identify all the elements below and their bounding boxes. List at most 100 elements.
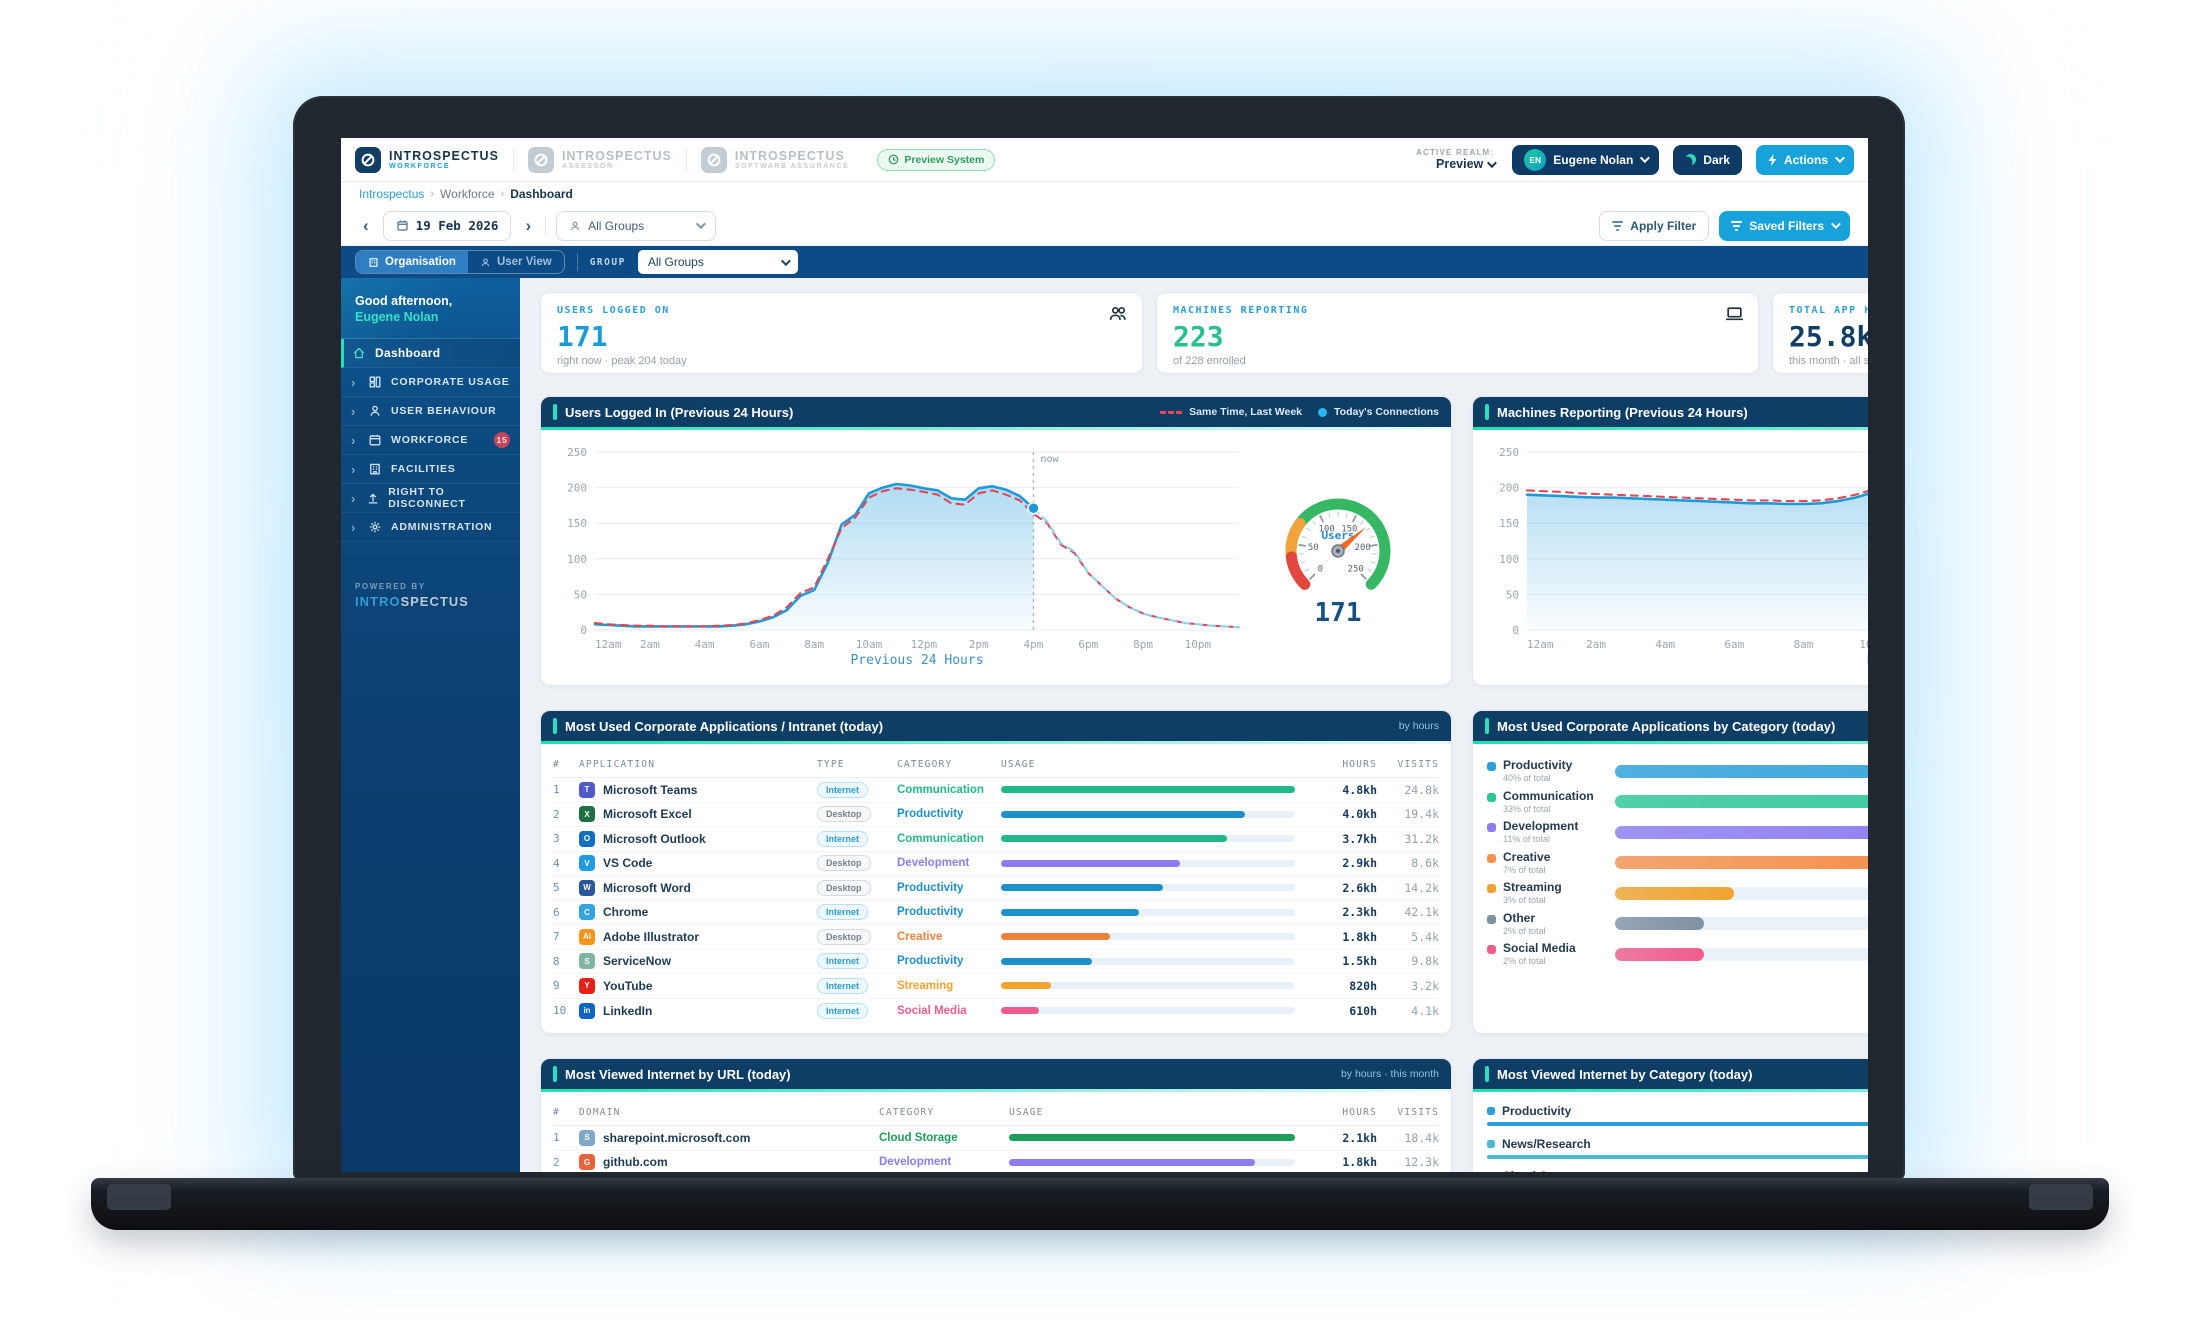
- svg-text:8am: 8am: [804, 638, 824, 651]
- name-label: Adobe Illustrator: [603, 929, 700, 944]
- category-label: Productivity: [897, 881, 964, 894]
- table-row[interactable]: 6 C Chrome Internet Productivity 2.3kh 42.1k: [553, 901, 1439, 925]
- sidebar-item-user-behaviour[interactable]: › USER BEHAVIOUR: [341, 397, 520, 426]
- stat-card-users-logged-on: USERS LOGGED ON 171 right now · peak 204 t…: [540, 292, 1143, 374]
- chevron-down-icon: [780, 255, 791, 266]
- sidebar-item-right-to-disconnect[interactable]: › RIGHT TO DISCONNECT: [341, 484, 520, 513]
- app-name-cell: O Microsoft Outlook: [579, 830, 817, 847]
- user-menu-button[interactable]: EN Eugene Nolan: [1512, 144, 1660, 175]
- date-prev-button[interactable]: ‹: [363, 215, 369, 235]
- logo-workforce[interactable]: INTROSPECTUS WORKFORCE: [355, 146, 514, 173]
- category-label-block: Social Media 2% of total: [1487, 942, 1615, 966]
- people-icon: [571, 221, 580, 230]
- dark-mode-toggle[interactable]: Dark: [1673, 144, 1742, 175]
- row-rank: 2: [553, 1155, 560, 1169]
- main-content: USERS LOGGED ON 171 right now · peak 204 t…: [520, 278, 1868, 1172]
- category-dot: [1487, 792, 1496, 802]
- stat-subtext: of 228 enrolled: [1173, 355, 1246, 367]
- hours-value: 1.8kh: [1342, 929, 1377, 944]
- category-bar: [1615, 825, 1868, 839]
- svg-text:2pm: 2pm: [969, 638, 989, 651]
- category-bar: [1615, 947, 1868, 961]
- table-row[interactable]: 3 O Microsoft Outlook Internet Communication…: [553, 827, 1439, 852]
- column-header: USAGE: [1001, 759, 1036, 770]
- category-row[interactable]: News/Research: [1487, 1137, 1868, 1159]
- table-row[interactable]: 2 X Microsoft Excel Desktop Productivity 4.0k…: [553, 803, 1439, 827]
- sidebar-item-label: ADMINISTRATION: [391, 521, 493, 533]
- category-row[interactable]: Other 2% of total: [1487, 909, 1868, 940]
- category-bar: [1615, 917, 1868, 931]
- category-row[interactable]: Productivity: [1487, 1104, 1868, 1126]
- apply-filter-button[interactable]: Apply Filter: [1599, 210, 1710, 241]
- saved-filters-button[interactable]: Saved Filters: [1719, 210, 1850, 241]
- name-label: Microsoft Teams: [603, 782, 698, 797]
- category-row[interactable]: Development 11% of total: [1487, 817, 1868, 848]
- category-row[interactable]: Creative 7% of total: [1487, 848, 1868, 879]
- apps-table: # APPLICATION TYPE CATEGORY USAGE HOURS VISITS…: [541, 744, 1451, 1033]
- logo-software-assurance[interactable]: INTROSPECTUS SOFTWARE ASSURANCE: [700, 146, 864, 173]
- category-row[interactable]: Productivity 40% of total: [1487, 756, 1868, 787]
- table-row[interactable]: 8 S ServiceNow Internet Productivity 1.5kh 9.8…: [553, 950, 1439, 974]
- svg-text:250: 250: [1499, 446, 1519, 459]
- breadcrumb-workforce[interactable]: Workforce: [440, 187, 495, 201]
- sidebar-item-label: USER BEHAVIOUR: [391, 405, 497, 417]
- category-row[interactable]: Social Media 2% of total: [1487, 939, 1868, 970]
- svg-text:250: 250: [567, 446, 587, 459]
- category-bar-fill: [1615, 856, 1868, 870]
- sidebar-item-corporate-usage[interactable]: › CORPORATE USAGE: [341, 368, 520, 397]
- table-header: # APPLICATION TYPE CATEGORY USAGE HOURS VISITS: [553, 752, 1439, 778]
- stat-label: TOTAL APP HOURS: [1789, 305, 1868, 316]
- actions-button[interactable]: Actions: [1755, 144, 1854, 175]
- name-label: sharepoint.microsoft.com: [603, 1130, 751, 1145]
- chevron-right-icon: ›: [351, 374, 357, 390]
- category-dot: [1487, 914, 1496, 924]
- view-toggle-bar: Organisation User View GROUP All Groups: [341, 246, 1868, 278]
- table-row[interactable]: 9 Y YouTube Internet Streaming 820h 3.2k: [553, 974, 1439, 999]
- panel-header: Most Viewed Internet by URL (today) by h…: [541, 1059, 1451, 1089]
- table-row[interactable]: 7 Ai Adobe Illustrator Desktop Creative 1.8kh…: [553, 925, 1439, 950]
- table-row[interactable]: 4 V VS Code Desktop Development 2.9kh 8.6k: [553, 852, 1439, 876]
- category-name: Cloud Storage: [1502, 1169, 1584, 1172]
- row-rank: 1: [553, 1131, 560, 1145]
- name-label: ServiceNow: [603, 954, 672, 969]
- category-dot: [1487, 1107, 1495, 1115]
- usage-bar-fill: [1001, 884, 1163, 892]
- category-row[interactable]: Streaming 3% of total: [1487, 878, 1868, 909]
- category-row[interactable]: Communication 33% of total: [1487, 787, 1868, 818]
- date-picker[interactable]: 19 Feb 2026: [382, 210, 512, 241]
- organisation-view-toggle[interactable]: Organisation: [356, 251, 468, 273]
- category-percent: 11% of total: [1503, 834, 1550, 845]
- category-name: Creative: [1503, 849, 1551, 864]
- logo-assessor[interactable]: INTROSPECTUS ASSESSOR: [527, 146, 687, 173]
- category-row[interactable]: Cloud Storage: [1487, 1169, 1868, 1172]
- sidebar-item-administration[interactable]: › ADMINISTRATION: [341, 513, 520, 542]
- app-name-cell: W Microsoft Word: [579, 879, 817, 896]
- logo-title: INTROSPECTUS: [734, 149, 845, 163]
- category-name: Productivity: [1502, 1104, 1572, 1118]
- svg-text:100: 100: [1499, 553, 1519, 566]
- active-realm-label: ACTIVE REALM:: [1416, 148, 1495, 157]
- svg-text:171: 171: [1315, 598, 1362, 628]
- table-row[interactable]: 5 W Microsoft Word Desktop Productivity 2.6kh…: [553, 876, 1439, 901]
- visits-value: 18.4k: [1404, 1130, 1439, 1145]
- date-next-button[interactable]: ›: [525, 215, 532, 235]
- hours-value: 2.1kh: [1342, 1130, 1377, 1145]
- group-filter-dropdown[interactable]: All Groups: [556, 210, 717, 241]
- legend-item[interactable]: Today's Connections: [1318, 406, 1439, 418]
- table-row[interactable]: 1 T Microsoft Teams Internet Communication 4.…: [553, 778, 1439, 803]
- sidebar-item-workforce[interactable]: › WORKFORCE 15: [341, 426, 520, 455]
- user-view-toggle[interactable]: User View: [468, 251, 564, 273]
- category-label-block: Development 11% of total: [1487, 820, 1615, 844]
- group-select[interactable]: All Groups: [637, 250, 798, 274]
- breadcrumb-introspectus[interactable]: Introspectus: [359, 187, 425, 201]
- table-row[interactable]: 10 in LinkedIn Internet Social Media 610h 4.1k: [553, 999, 1439, 1024]
- category-bar: [1615, 886, 1868, 900]
- chevron-down-icon: [1830, 219, 1841, 230]
- sidebar-item-facilities[interactable]: › FACILITIES: [341, 455, 520, 484]
- active-realm[interactable]: ACTIVE REALM: Preview: [1416, 148, 1498, 171]
- legend-item[interactable]: Same Time, Last Week: [1160, 406, 1302, 418]
- sidebar-item-dashboard[interactable]: Dashboard: [341, 339, 520, 368]
